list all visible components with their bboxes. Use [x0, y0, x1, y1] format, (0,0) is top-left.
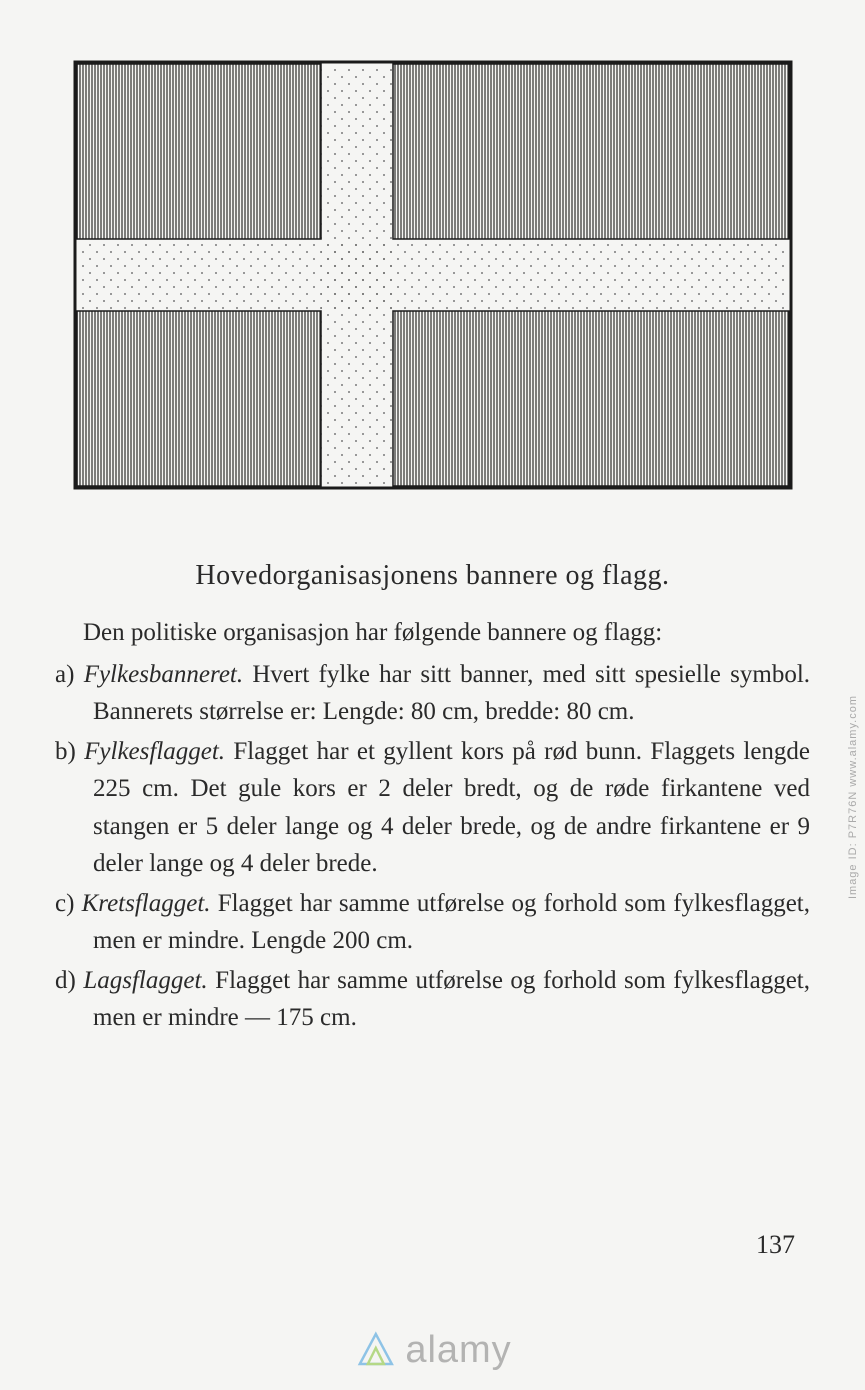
list-item-b: b) Fylkesflagget. Flagget har et gyllent… [55, 733, 810, 883]
item-label: a) [55, 661, 74, 688]
flag-svg [73, 60, 793, 490]
item-term: Lagsflagget. [83, 967, 207, 994]
page-number: 137 [756, 1230, 795, 1260]
watermark-text: alamy [405, 1329, 511, 1372]
item-term: Kretsflagget. [82, 890, 211, 917]
watermark: alamy [353, 1328, 511, 1372]
intro-text: Den politiske organisasjon har følgende … [55, 614, 810, 652]
list-item-d: d) Lagsflagget. Flagget har samme utføre… [55, 962, 810, 1037]
flag-diagram [73, 60, 793, 490]
item-label: d) [55, 967, 76, 994]
item-term: Fylkesbanneret. [84, 661, 243, 688]
watermark-code: Image ID: P7R76N www.alamy.com [847, 695, 859, 899]
item-label: b) [55, 738, 76, 765]
list-item-c: c) Kretsflagget. Flagget har samme utfør… [55, 885, 810, 960]
item-label: c) [55, 890, 74, 917]
watermark-logo-icon [353, 1328, 397, 1372]
item-term: Fylkesflagget. [84, 738, 225, 765]
list-item-a: a) Fylkesbanneret. Hvert fylke har sitt … [55, 656, 810, 731]
section-heading: Hovedorganisasjonens bannere og flagg. [55, 560, 810, 592]
